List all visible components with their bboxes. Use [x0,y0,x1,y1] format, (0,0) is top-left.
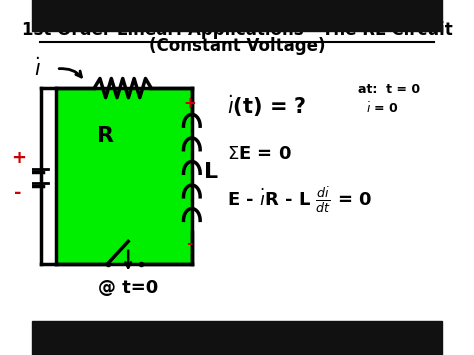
Text: +: + [183,96,196,111]
Bar [32,321,442,355]
Text: at:  t = 0: at: t = 0 [358,83,420,96]
Text: E - $\dot{\imath}$R - L $\frac{d\dot{\imath}}{dt}$ = 0: E - $\dot{\imath}$R - L $\frac{d\dot{\im… [227,185,372,215]
Text: (Constant Voltage): (Constant Voltage) [149,37,325,55]
Text: -: - [14,185,22,202]
Text: @ t=0: @ t=0 [98,279,158,297]
Bar [32,0,442,31]
Text: -: - [187,236,193,251]
Text: $\dot{\imath}$ = 0: $\dot{\imath}$ = 0 [366,102,399,116]
Text: $\dot{\imath}$: $\dot{\imath}$ [35,58,41,80]
Text: $\dot{\imath}$(t) = ?: $\dot{\imath}$(t) = ? [227,93,306,119]
Text: $\Sigma$E = 0: $\Sigma$E = 0 [227,144,292,163]
Text: +: + [10,149,26,167]
Text: 1st Order Linear: Applications - The RL Circuit: 1st Order Linear: Applications - The RL … [22,21,452,39]
Text: R: R [97,126,114,146]
Text: L: L [204,162,219,182]
Bar [56,88,192,264]
